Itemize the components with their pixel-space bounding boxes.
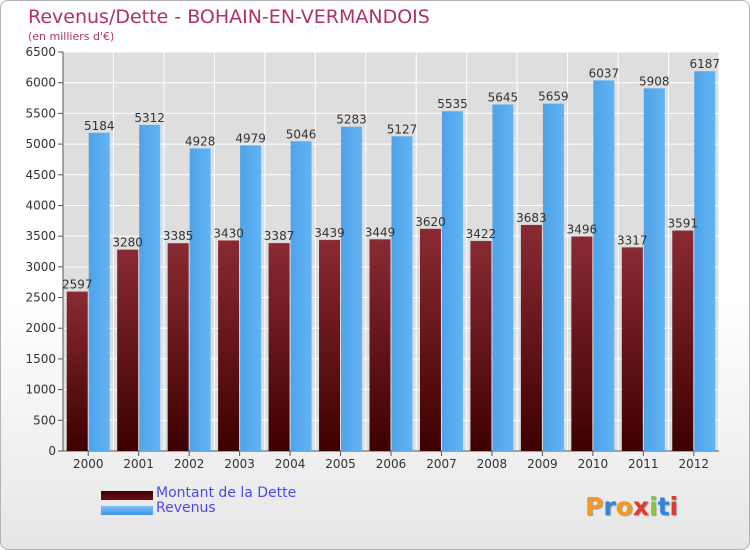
x-tick-label: 2011 bbox=[628, 457, 659, 471]
proxiti-logo: Proxiti bbox=[585, 492, 679, 521]
data-label-revenue: 5283 bbox=[336, 113, 367, 127]
x-tick-label: 2007 bbox=[426, 457, 457, 471]
data-label-debt: 2597 bbox=[62, 278, 93, 292]
data-label-revenue: 5046 bbox=[286, 127, 317, 141]
bar-debt bbox=[117, 249, 139, 451]
y-tick-label: 1000 bbox=[25, 383, 56, 397]
bar-debt bbox=[520, 224, 542, 451]
bar-revenue bbox=[542, 103, 564, 452]
x-tick-label: 2010 bbox=[578, 457, 609, 471]
y-tick-label: 4000 bbox=[25, 198, 56, 212]
y-tick-label: 2000 bbox=[25, 321, 56, 335]
bar-debt bbox=[66, 291, 88, 451]
bar-debt bbox=[470, 240, 492, 451]
x-tick-label: 2004 bbox=[275, 457, 306, 471]
y-tick-label: 3500 bbox=[25, 229, 56, 243]
y-tick-label: 2500 bbox=[25, 291, 56, 305]
x-tick-label: 2002 bbox=[174, 457, 205, 471]
legend-label-debt: Montant de la Dette bbox=[156, 485, 297, 501]
bar-revenue bbox=[492, 104, 514, 451]
data-label-revenue: 4928 bbox=[185, 134, 216, 148]
y-tick-label: 6500 bbox=[25, 45, 56, 59]
data-label-debt: 3317 bbox=[617, 233, 648, 247]
bar-debt bbox=[419, 228, 441, 451]
data-label-revenue: 6187 bbox=[689, 57, 720, 71]
bar-revenue bbox=[290, 141, 312, 451]
bar-revenue bbox=[643, 88, 665, 451]
bar-revenue bbox=[341, 126, 363, 451]
data-label-debt: 3620 bbox=[415, 215, 446, 229]
data-label-debt: 3683 bbox=[516, 211, 547, 225]
bar-revenue bbox=[88, 132, 110, 451]
bar-debt bbox=[369, 239, 391, 451]
data-label-revenue: 5127 bbox=[387, 122, 418, 136]
x-tick-label: 2006 bbox=[376, 457, 407, 471]
bar-revenue bbox=[694, 71, 716, 452]
data-label-revenue: 5312 bbox=[134, 111, 165, 125]
data-label-debt: 3591 bbox=[667, 217, 698, 231]
bar-revenue bbox=[139, 124, 161, 451]
bar-debt bbox=[672, 230, 694, 451]
bar-revenue bbox=[391, 136, 413, 452]
data-label-debt: 3387 bbox=[264, 229, 295, 243]
bar-debt bbox=[167, 243, 189, 451]
data-label-debt: 3422 bbox=[466, 227, 497, 241]
data-label-revenue: 4979 bbox=[235, 131, 266, 145]
x-tick-label: 2000 bbox=[73, 457, 104, 471]
data-label-revenue: 5908 bbox=[639, 74, 670, 88]
bar-debt bbox=[319, 239, 341, 451]
y-tick-label: 5500 bbox=[25, 106, 56, 120]
data-label-revenue: 5184 bbox=[84, 119, 115, 133]
data-label-debt: 3430 bbox=[213, 226, 244, 240]
bar-revenue bbox=[441, 111, 463, 452]
bar-debt bbox=[571, 236, 593, 451]
x-tick-label: 2001 bbox=[123, 457, 154, 471]
y-tick-label: 6000 bbox=[25, 76, 56, 90]
y-tick-label: 5000 bbox=[25, 137, 56, 151]
bar-revenue bbox=[240, 145, 262, 451]
data-label-revenue: 5535 bbox=[437, 97, 468, 111]
x-tick-label: 2012 bbox=[678, 457, 709, 471]
y-tick-label: 0 bbox=[48, 444, 56, 458]
legend-swatch-revenue bbox=[101, 506, 153, 515]
chart-subtitle: (en milliers d'€) bbox=[28, 30, 115, 43]
data-label-revenue: 5659 bbox=[538, 90, 569, 104]
data-label-debt: 3280 bbox=[112, 236, 143, 250]
x-tick-label: 2005 bbox=[325, 457, 356, 471]
bar-debt bbox=[268, 243, 290, 451]
x-tick-label: 2003 bbox=[224, 457, 255, 471]
bar-revenue bbox=[189, 148, 211, 451]
y-tick-label: 3000 bbox=[25, 260, 56, 274]
bar-debt bbox=[621, 247, 643, 451]
bar-debt bbox=[218, 240, 240, 451]
data-label-revenue: 5645 bbox=[488, 90, 519, 104]
chart-title: Revenus/Dette - BOHAIN-EN-VERMANDOIS bbox=[28, 6, 430, 28]
x-tick-label: 2009 bbox=[527, 457, 558, 471]
legend-label-revenue: Revenus bbox=[156, 500, 216, 516]
data-label-debt: 3449 bbox=[365, 225, 396, 239]
x-tick-label: 2008 bbox=[477, 457, 508, 471]
data-label-debt: 3385 bbox=[163, 229, 194, 243]
legend-swatch-debt bbox=[101, 491, 153, 500]
data-label-revenue: 6037 bbox=[589, 66, 620, 80]
data-label-debt: 3496 bbox=[567, 222, 598, 236]
bar-revenue bbox=[593, 80, 615, 451]
y-tick-label: 1500 bbox=[25, 352, 56, 366]
data-label-debt: 3439 bbox=[314, 226, 345, 240]
y-tick-label: 4500 bbox=[25, 168, 56, 182]
y-tick-label: 500 bbox=[33, 413, 56, 427]
